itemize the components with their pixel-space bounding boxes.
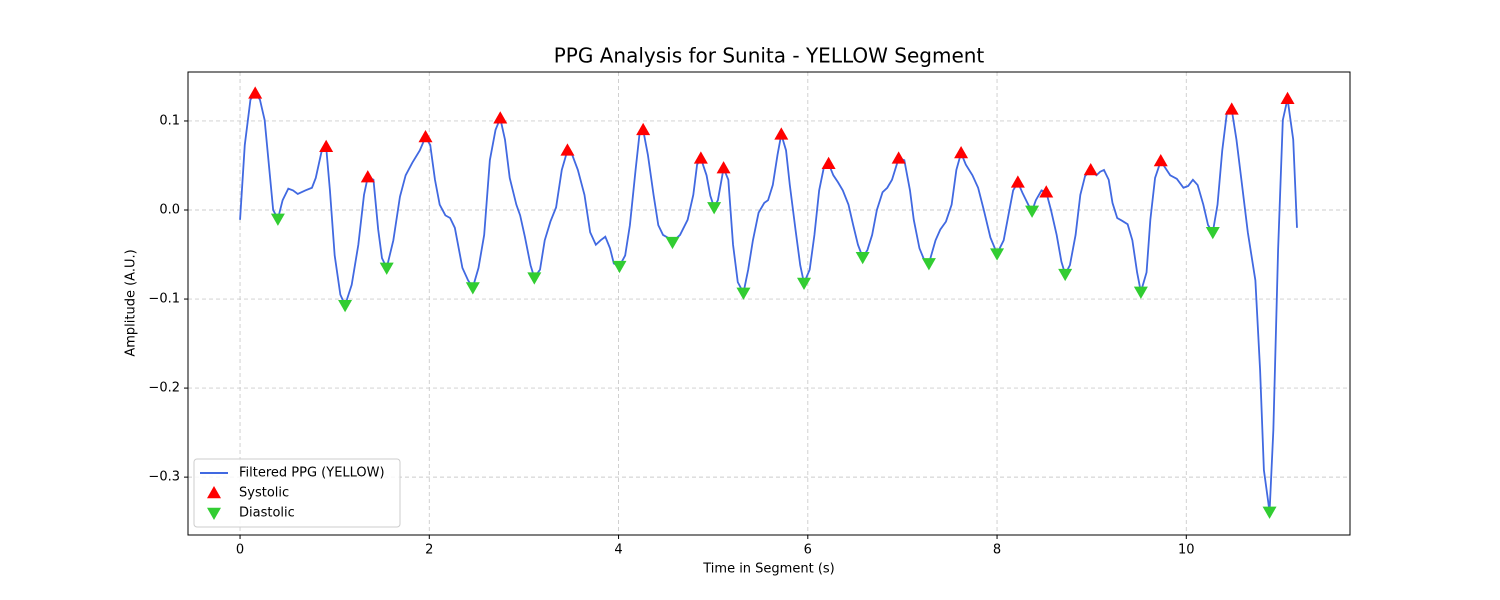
y-tick-label: −0.1 xyxy=(148,292,180,307)
legend-label: Diastolic xyxy=(239,506,295,521)
diastolic-marker xyxy=(707,202,722,215)
diastolic-marker xyxy=(1262,506,1277,519)
systolic-marker xyxy=(954,146,969,159)
diastolic-marker xyxy=(736,287,751,300)
systolic-marker xyxy=(1083,162,1098,176)
y-axis-label: Amplitude (A.U.) xyxy=(124,249,139,356)
diastolic-marker xyxy=(990,248,1005,261)
legend-swatch xyxy=(207,486,221,499)
diastolic-marker xyxy=(465,282,480,295)
axes-frame xyxy=(187,71,1351,536)
systolic-marker xyxy=(693,151,708,164)
systolic-marker xyxy=(1280,91,1295,104)
diastolic-marker xyxy=(1133,286,1148,299)
diastolic-marker xyxy=(921,258,936,271)
legend-label: Systolic xyxy=(239,486,289,501)
x-tick-label: 8 xyxy=(993,543,1001,558)
diastolic-marker xyxy=(338,300,353,313)
diastolic-marker xyxy=(855,251,870,265)
systolic-marker xyxy=(774,127,789,140)
x-tick-label: 10 xyxy=(1178,543,1195,558)
systolic-marker xyxy=(1039,185,1054,198)
legend-label: Filtered PPG (YELLOW) xyxy=(239,466,385,481)
systolic-marker xyxy=(821,156,836,169)
y-tick-label: 0.1 xyxy=(159,113,180,128)
legend: Filtered PPG (YELLOW) Systolic Diastolic xyxy=(193,458,401,528)
systolic-marker xyxy=(360,170,375,183)
systolic-marker xyxy=(636,122,651,136)
legend-box xyxy=(193,458,401,528)
x-tick-label: 6 xyxy=(804,543,812,558)
systolic-marker xyxy=(1010,175,1025,188)
systolic-marker xyxy=(560,143,575,156)
diastolic-marker xyxy=(665,236,680,250)
diastolic-marker xyxy=(270,213,285,226)
diastolic-marker xyxy=(379,262,394,275)
systolic-marker xyxy=(1224,102,1239,115)
diastolic-marker xyxy=(1025,205,1040,218)
x-tick-label: 0 xyxy=(236,543,244,558)
systolic-marker xyxy=(493,111,508,124)
chart-title: PPG Analysis for Sunita - YELLOW Segment xyxy=(554,44,985,68)
systolic-marker xyxy=(716,161,731,174)
y-tick-label: 0.0 xyxy=(159,203,180,218)
x-axis-label: Time in Segment (s) xyxy=(702,562,834,577)
diastolic-marker xyxy=(1058,268,1073,282)
plot-area xyxy=(239,86,1298,519)
systolic-marker xyxy=(319,139,334,153)
axes: 0 2 4 6 8 10 −0.3 −0.2 −0.1 0.0 0.1 xyxy=(148,113,1194,557)
diastolic-marker xyxy=(527,272,542,285)
x-tick-label: 2 xyxy=(425,543,433,558)
diastolic-marker xyxy=(612,260,627,274)
y-tick-label: −0.3 xyxy=(148,470,180,485)
legend-swatch xyxy=(207,507,221,520)
systolic-marker xyxy=(891,151,906,164)
systolic-marker xyxy=(248,86,263,99)
y-tick-label: −0.2 xyxy=(148,381,180,396)
diastolic-marker xyxy=(1205,227,1220,240)
systolic-marker xyxy=(418,129,433,143)
systolic-marker xyxy=(1153,154,1168,167)
grid xyxy=(188,72,1350,535)
diastolic-marker xyxy=(797,277,812,291)
x-tick-label: 4 xyxy=(614,543,622,558)
